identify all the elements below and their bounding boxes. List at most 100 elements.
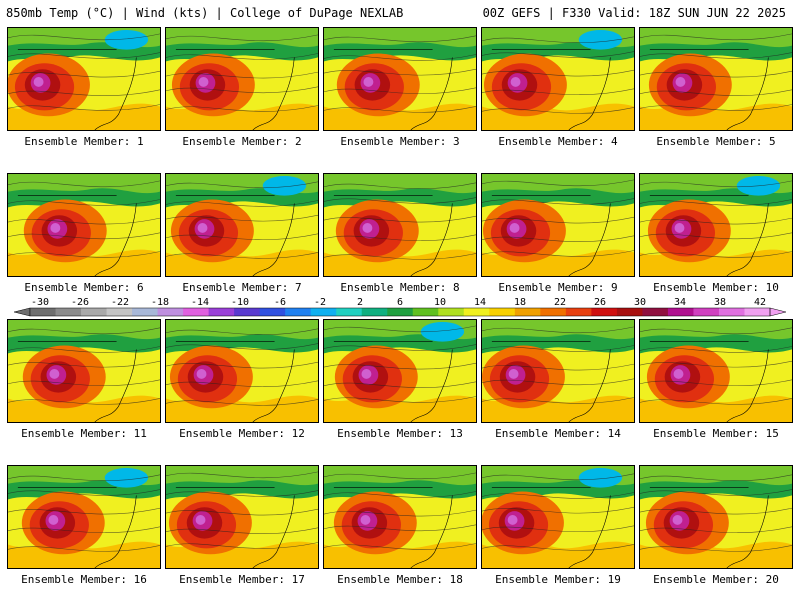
contour-line [8, 89, 160, 96]
contour-line [166, 233, 318, 241]
contour-line [324, 106, 476, 113]
contour-line [8, 489, 160, 496]
colorbar-swatch [565, 308, 592, 316]
colorbar-swatch [718, 308, 745, 316]
cold-pocket [262, 175, 307, 196]
colorbar-tick-label: 42 [754, 297, 766, 308]
contour-line [166, 214, 318, 222]
colorbar-tick-label: 38 [714, 297, 726, 308]
coastline [410, 495, 453, 568]
contour-line [324, 35, 476, 43]
contour-line [324, 543, 476, 550]
cold-pocket [104, 29, 149, 50]
colorbar-swatch [81, 308, 108, 316]
contour-line [640, 489, 792, 496]
colorbar-tick-label: 34 [674, 297, 686, 308]
colorbar-arrow-left [13, 307, 31, 317]
colorbar-arrow-right [769, 307, 787, 317]
contour-line [324, 68, 476, 76]
contour-line [324, 524, 476, 532]
contour-line [324, 472, 476, 480]
ensemble-member-label: Ensemble Member: 12 [179, 427, 305, 440]
ensemble-member-map [639, 465, 793, 569]
contour-line [8, 180, 160, 188]
contour-line [482, 363, 634, 371]
ensemble-member-label: Ensemble Member: 19 [495, 573, 621, 586]
contour-line [324, 87, 476, 95]
colorbar-tick-label: 2 [357, 297, 363, 308]
coastline [252, 203, 295, 276]
colorbar-tick-label: 30 [634, 297, 646, 308]
ensemble-member-label: Ensemble Member: 2 [182, 135, 302, 148]
colorbar-tick-label: -2 [314, 297, 326, 308]
contour-line [640, 70, 792, 78]
colorbar-tick-label: 18 [514, 297, 526, 308]
ensemble-member-map [165, 173, 319, 277]
colorbar-swatch [259, 308, 286, 316]
colorbar-swatch [157, 308, 184, 316]
ensemble-member-label: Ensemble Member: 8 [340, 281, 460, 294]
ensemble-member-map [165, 319, 319, 423]
ensemble-member-label: Ensemble Member: 1 [24, 135, 144, 148]
contour-line [640, 526, 792, 534]
colorbar-swatch [30, 308, 57, 316]
contour-line [166, 34, 318, 42]
colorbar-swatch [667, 308, 694, 316]
ensemble-member-map [639, 27, 793, 131]
contour-line [324, 215, 476, 223]
cold-pocket [578, 467, 623, 488]
ensemble-member-map [7, 173, 161, 277]
colorbar-swatch [55, 308, 82, 316]
colorbar-swatch [361, 308, 388, 316]
contour-line [166, 328, 318, 336]
ensemble-member-map [481, 465, 635, 569]
colorbar-swatch [693, 308, 720, 316]
colorbar-tick-label: 10 [434, 297, 446, 308]
contour-line [640, 232, 792, 240]
contour-line [324, 325, 476, 333]
ensemble-member-map [481, 319, 635, 423]
ensemble-member-map [481, 173, 635, 277]
colorbar-swatch [234, 308, 261, 316]
ensemble-member-label: Ensemble Member: 3 [340, 135, 460, 148]
ensemble-member-label: Ensemble Member: 13 [337, 427, 463, 440]
ensemble-member-map [639, 173, 793, 277]
coastline [410, 349, 453, 422]
contour-line [482, 36, 634, 44]
ensemble-member-map [639, 319, 793, 423]
contour-line [482, 216, 634, 224]
contour-line [166, 361, 318, 369]
coastline [252, 349, 295, 422]
coastline [94, 57, 137, 130]
colorbar-swatch [387, 308, 414, 316]
coastline [568, 349, 611, 422]
ensemble-member-label: Ensemble Member: 17 [179, 573, 305, 586]
cold-pocket [420, 321, 465, 342]
contour-line [166, 86, 318, 94]
ensemble-member-label: Ensemble Member: 18 [337, 573, 463, 586]
contour-line [640, 545, 792, 552]
colorbar-swatch [438, 308, 465, 316]
contour-line [482, 378, 634, 386]
contour-line [8, 360, 160, 368]
contour-line [640, 327, 792, 335]
colorbar-tick-label: 14 [474, 297, 486, 308]
temperature-colorbar: -30 -26 -22 -18 -14 -10 -6 -2 2 6 10 14 18 22 26 30 34 38… [13, 297, 787, 317]
contour-line [482, 51, 634, 58]
colorbar-swatch [412, 308, 439, 316]
contour-line [482, 525, 634, 533]
contour-line [166, 380, 318, 388]
ensemble-member-label: Ensemble Member: 5 [656, 135, 776, 148]
contour-line [8, 398, 160, 405]
coastline [726, 495, 769, 568]
ensemble-member-map [323, 173, 477, 277]
ensemble-member-label: Ensemble Member: 4 [498, 135, 618, 148]
colorbar-swatch [285, 308, 312, 316]
contour-line [482, 235, 634, 242]
coastline [726, 349, 769, 422]
contour-line [166, 490, 318, 497]
contour-line [640, 33, 792, 41]
colorbar-swatch [642, 308, 669, 316]
model-run-valid-time: 00Z GEFS | F330 Valid: 18Z SUN JUN 22 20… [482, 6, 786, 20]
contour-line [640, 379, 792, 387]
